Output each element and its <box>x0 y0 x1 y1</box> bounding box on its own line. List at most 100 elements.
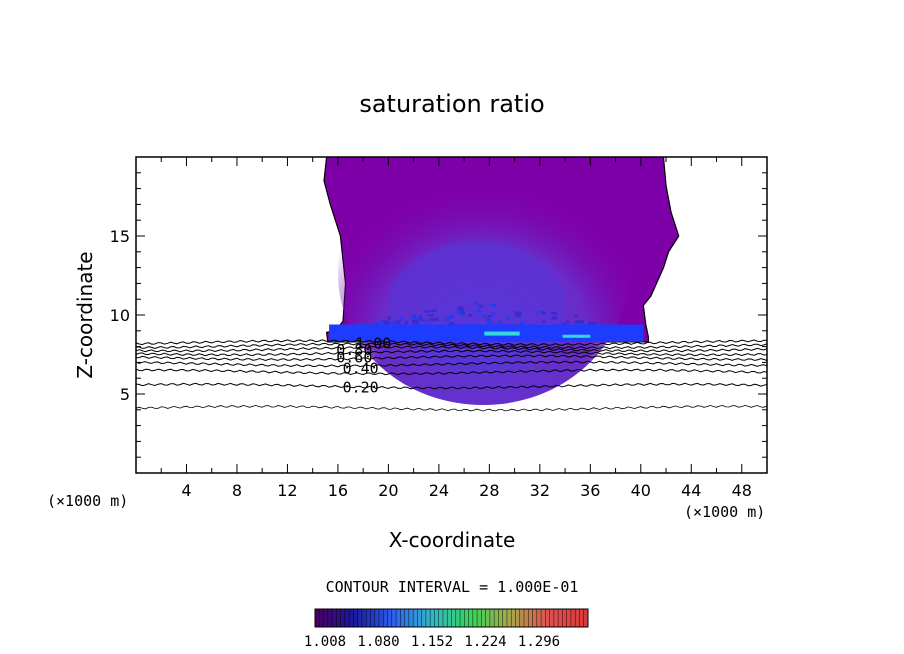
cloud-speckle <box>479 304 483 308</box>
x-tick-label: 16 <box>328 481 348 500</box>
contour-labels: 0.200.400.600.801.00 <box>336 334 391 396</box>
contour-line <box>136 339 767 347</box>
x-tick-label: 40 <box>631 481 651 500</box>
cloud-speckle <box>491 312 495 317</box>
x-tick-label: 20 <box>378 481 398 500</box>
cloud-speckle <box>424 310 430 313</box>
cloud-speckle <box>459 312 466 316</box>
cloud-speckle <box>551 316 558 320</box>
cloud-speckle <box>410 316 417 320</box>
cloud-speckle <box>561 322 567 326</box>
cloud-speckle <box>424 319 428 322</box>
cloud-speckle <box>487 320 493 324</box>
contour-lines <box>136 339 767 412</box>
cloud-speckle <box>390 320 397 325</box>
cloud-speckle <box>515 314 521 317</box>
contour-line <box>136 368 767 376</box>
cloud-speckle <box>514 311 522 316</box>
contour-label: 1.00 <box>355 334 391 352</box>
colorbar-tick-label: 1.080 <box>357 634 399 650</box>
x-tick-label: 12 <box>277 481 297 500</box>
cloud-speckle <box>398 317 403 321</box>
plot-area <box>136 157 767 412</box>
cloud-speckle <box>403 322 408 325</box>
cloud-speckle <box>449 322 455 327</box>
cloud-speckle <box>486 318 490 322</box>
x-tick-label: 48 <box>732 481 752 500</box>
y-tick-label: 5 <box>120 385 130 404</box>
colorbar: 1.008 1.080 1.152 1.224 1.296 <box>304 608 589 650</box>
contour-line <box>136 404 767 412</box>
cloud-speckle <box>468 313 473 317</box>
cloud-speckle <box>578 319 585 324</box>
cloud-speckle <box>456 310 461 314</box>
y-axis-ticks: 5 10 15 <box>110 172 767 458</box>
cloud-speckle <box>448 315 454 319</box>
cloud-speckle <box>507 316 511 320</box>
colorbar-tick-label: 1.152 <box>411 634 453 650</box>
cloud-speckle <box>374 321 381 325</box>
colorbar-tick-label: 1.296 <box>518 634 560 650</box>
contour-line <box>136 345 767 353</box>
cloud-speckle <box>387 316 392 320</box>
cloud-speckle <box>417 322 421 325</box>
colorbar-frame <box>314 608 589 628</box>
cloud-speckle <box>490 303 497 307</box>
cloud-speckle <box>412 315 416 318</box>
cloud-speckle <box>551 311 557 315</box>
cloud-speckle <box>476 309 481 313</box>
colorbar-stripes <box>318 609 585 627</box>
colorbar-tick-labels: 1.008 1.080 1.152 1.224 1.296 <box>304 634 560 650</box>
cloud-speckle <box>565 320 570 324</box>
contour-line <box>136 354 767 362</box>
cloud-speckle <box>420 319 424 322</box>
x-unit-left: (×1000 m) <box>47 492 128 510</box>
x-tick-label: 4 <box>181 481 191 500</box>
cloud-speckle <box>482 315 489 318</box>
cloud-speckle <box>474 302 479 306</box>
cloud-speckle <box>457 306 464 311</box>
colorbar-tick-label: 1.224 <box>464 634 506 650</box>
cloud-speckle <box>587 321 594 325</box>
contour-label: 0.40 <box>343 360 379 378</box>
contour-line <box>136 349 767 357</box>
cloud-speckle <box>519 321 525 325</box>
y-axis-label: Z-coordinate <box>73 251 97 378</box>
contour-interval-note: CONTOUR INTERVAL = 1.000E-01 <box>326 578 579 596</box>
cloud-speckle <box>574 315 578 318</box>
contour-line <box>136 382 767 390</box>
x-unit-right: (×1000 m) <box>684 503 765 521</box>
cloud-speckle <box>591 321 597 326</box>
cloud-speckle <box>396 320 401 325</box>
cloud-speckle <box>404 320 409 324</box>
cloud-hotspot <box>562 334 591 338</box>
contour-label: 0.20 <box>343 379 379 397</box>
y-tick-label: 10 <box>110 306 130 325</box>
y-tick-label: 15 <box>110 227 130 246</box>
cloud-hotspot <box>484 331 520 336</box>
contour-line <box>136 360 767 368</box>
cloud-speckle <box>498 320 503 325</box>
cloud-speckle <box>445 317 450 322</box>
cloud-speckle <box>415 317 421 321</box>
contour-line <box>136 342 767 350</box>
x-tick-label: 36 <box>580 481 600 500</box>
cloud-speckle <box>487 314 492 318</box>
cloud-speckle <box>459 311 466 315</box>
x-tick-label: 28 <box>479 481 499 500</box>
x-axis-ticks: 4 8 12 16 20 24 28 32 36 40 44 48 <box>160 157 752 500</box>
contour-label: 0.60 <box>336 349 372 367</box>
x-tick-label: 44 <box>681 481 701 500</box>
cloud-speckle <box>428 314 434 317</box>
cloud-speckle <box>430 309 437 312</box>
cloud-speckle <box>412 319 419 324</box>
chart-title: saturation ratio <box>359 90 544 118</box>
cloud-speckle <box>542 311 546 315</box>
cloud-speckle <box>429 318 435 322</box>
contour-label: 0.80 <box>336 341 372 359</box>
cloud-speckle <box>541 320 546 324</box>
cloud-speckle <box>538 310 542 314</box>
cloud-speckle <box>384 321 390 326</box>
x-tick-label: 24 <box>429 481 449 500</box>
